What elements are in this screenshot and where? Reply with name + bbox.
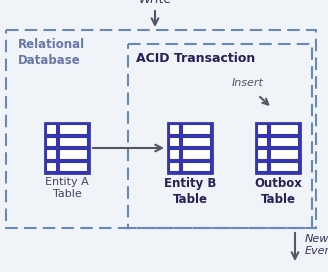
Bar: [45, 123, 89, 173]
Bar: [270, 162, 299, 172]
Text: ACID Transaction: ACID Transaction: [136, 52, 255, 65]
Bar: [257, 124, 268, 134]
Bar: [181, 137, 211, 147]
Text: Entity A
Table: Entity A Table: [45, 177, 89, 199]
Bar: [257, 137, 268, 147]
Bar: [270, 124, 299, 134]
Text: New
Event: New Event: [305, 234, 328, 256]
Bar: [58, 162, 88, 172]
Text: Entity B
Table: Entity B Table: [164, 177, 216, 206]
Bar: [58, 124, 88, 134]
Text: Write: Write: [138, 0, 172, 6]
Bar: [6, 30, 316, 228]
Text: Outbox
Table: Outbox Table: [254, 177, 302, 206]
Bar: [46, 149, 56, 159]
Bar: [181, 162, 211, 172]
Bar: [256, 123, 300, 173]
Bar: [168, 123, 212, 173]
Bar: [58, 149, 88, 159]
Bar: [169, 124, 179, 134]
Text: Insert: Insert: [232, 78, 264, 88]
Bar: [169, 162, 179, 172]
Bar: [270, 137, 299, 147]
Bar: [169, 137, 179, 147]
Bar: [257, 149, 268, 159]
Text: Relational
Database: Relational Database: [18, 38, 85, 67]
Bar: [169, 149, 179, 159]
Bar: [46, 162, 56, 172]
Bar: [181, 149, 211, 159]
Bar: [181, 124, 211, 134]
Bar: [257, 162, 268, 172]
Bar: [128, 44, 312, 228]
Bar: [270, 149, 299, 159]
Bar: [58, 137, 88, 147]
Bar: [46, 124, 56, 134]
Bar: [46, 137, 56, 147]
